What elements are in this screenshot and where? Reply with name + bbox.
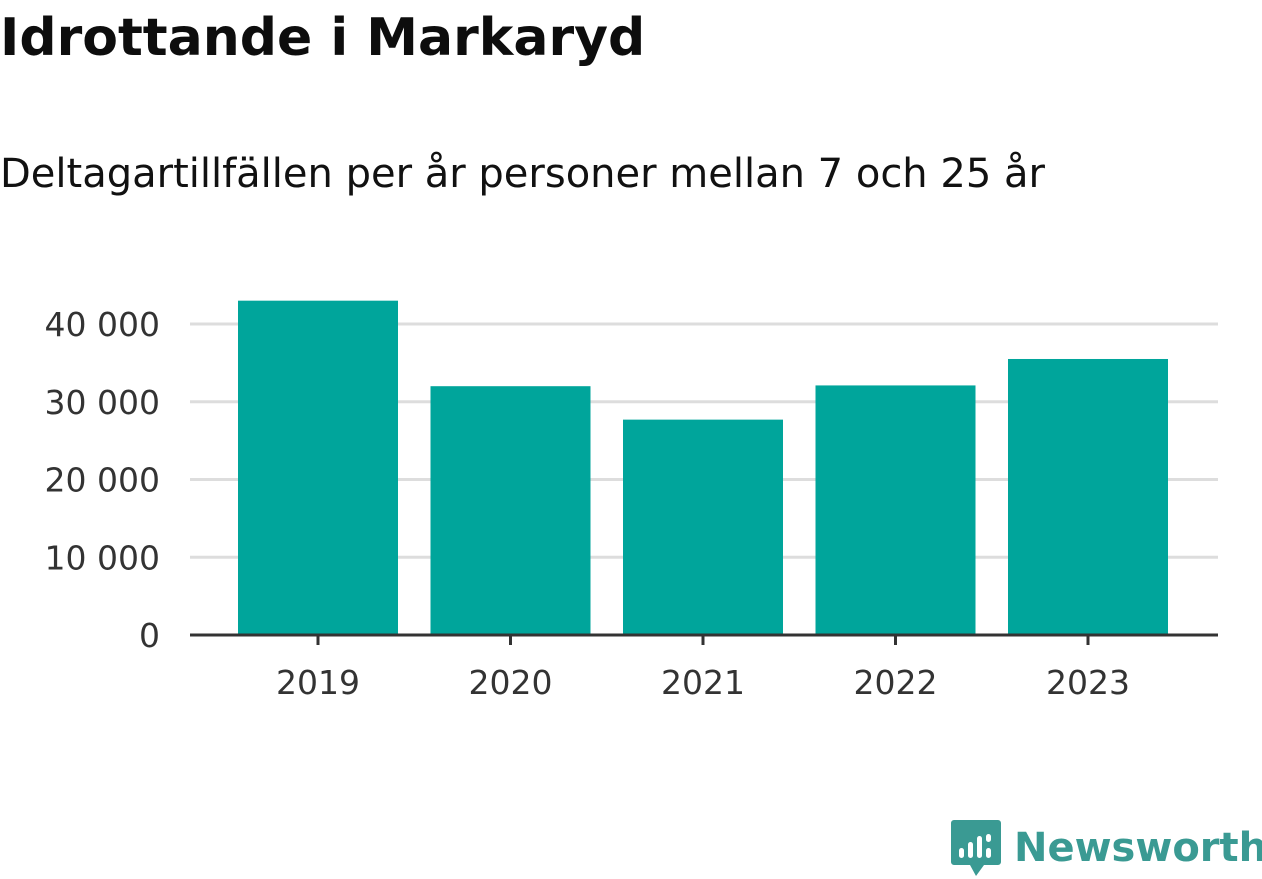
y-axis-tick-labels: 0 10 000 20 000 30 000 40 000 — [45, 305, 160, 655]
x-tick-label: 2021 — [661, 663, 745, 702]
chart-subtitle: Deltagartillfällen per år personer mella… — [0, 151, 1045, 197]
y-tick-label: 10 000 — [45, 538, 160, 577]
x-tick-label: 2020 — [469, 663, 553, 702]
x-tick-label: 2022 — [854, 663, 938, 702]
bars — [238, 300, 1168, 635]
y-tick-label: 0 — [139, 616, 160, 655]
bar-2020 — [430, 386, 591, 635]
bar-2019 — [238, 300, 398, 635]
newsworthy-logo-text: Newsworthy — [1014, 825, 1262, 871]
chart-title: Idrottande i Markaryd — [0, 8, 646, 68]
x-tick-label: 2019 — [276, 663, 360, 702]
x-axis-tick-labels: 2019 2020 2021 2022 2023 — [276, 663, 1130, 702]
y-tick-label: 40 000 — [45, 305, 160, 344]
bar-2022 — [815, 385, 976, 635]
y-tick-label: 20 000 — [45, 461, 160, 500]
newsworthy-logo-icon — [951, 820, 1001, 876]
x-axis — [190, 633, 1218, 645]
newsworthy-logo[interactable]: Newsworthy — [950, 818, 1262, 878]
x-tick-label: 2023 — [1046, 663, 1130, 702]
y-tick-label: 30 000 — [45, 383, 160, 422]
bar-2023 — [1008, 358, 1168, 635]
bar-2021 — [623, 419, 783, 635]
